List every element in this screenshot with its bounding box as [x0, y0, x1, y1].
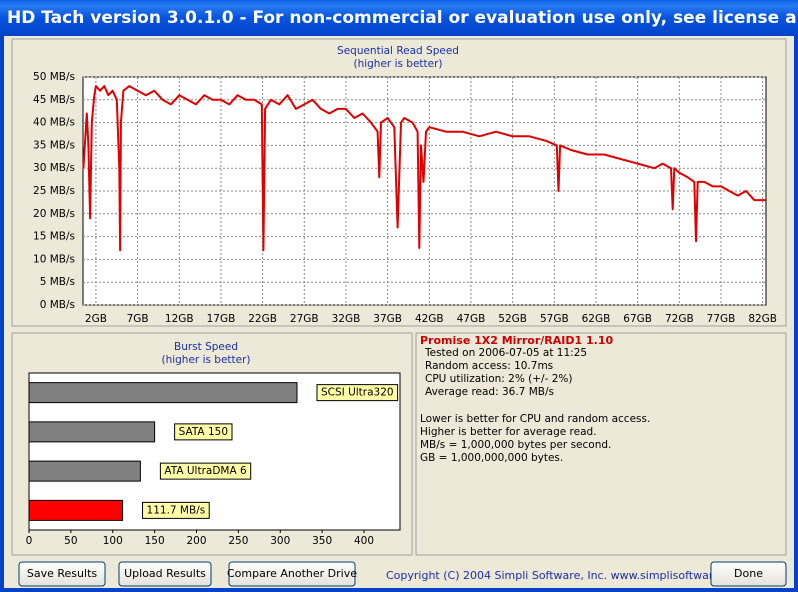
x-tick-label: 350 — [312, 535, 332, 547]
x-tick-label: 400 — [354, 535, 374, 547]
bar — [28, 382, 298, 404]
x-tick-label: 77GB — [707, 313, 736, 325]
read-speed-line — [82, 85, 766, 252]
button[interactable]: Upload Results — [118, 561, 212, 587]
info-note: Lower is better for CPU and random acces… — [420, 413, 650, 425]
x-tick-label: 62GB — [582, 313, 611, 325]
bar — [28, 460, 141, 482]
bar — [28, 421, 156, 443]
button-label: Upload Results — [124, 567, 206, 580]
x-tick-label: 2GB — [85, 313, 107, 325]
info-line: CPU utilization: 2% (+/- 2%) — [425, 373, 572, 385]
bar-label-box — [142, 501, 210, 519]
x-tick-label: 100 — [103, 535, 123, 547]
x-tick-label: 300 — [270, 535, 290, 547]
x-tick-label: 67GB — [623, 313, 652, 325]
x-tick-label: 82GB — [748, 313, 777, 325]
info-panel — [415, 332, 787, 556]
x-tick-label: 27GB — [290, 313, 319, 325]
y-tick-label: 25 MB/s — [33, 185, 75, 197]
x-tick-label: 42GB — [415, 313, 444, 325]
button[interactable]: Save Results — [18, 561, 106, 587]
x-tick-label: 7GB — [127, 313, 149, 325]
x-tick-label: 37GB — [373, 313, 402, 325]
x-tick-label: 72GB — [665, 313, 694, 325]
info-line: Average read: 36.7 MB/s — [425, 386, 554, 398]
button-face — [18, 561, 106, 587]
bar-label-box — [159, 462, 252, 480]
copyright: Copyright (C) 2004 Simpli Software, Inc.… — [386, 569, 747, 582]
info-note: GB = 1,000,000,000 bytes. — [420, 452, 563, 464]
read-subtitle: (higher is better) — [353, 58, 442, 70]
x-tick-label: 57GB — [540, 313, 569, 325]
info-note: Higher is better for average read. — [420, 426, 597, 438]
button-label: Save Results — [27, 567, 97, 580]
bar-label: ATA UltraDMA 6 — [164, 465, 247, 477]
bar-label: SATA 150 — [179, 426, 228, 438]
info-line: Tested on 2006-07-05 at 11:25 — [424, 347, 587, 359]
y-tick-label: 5 MB/s — [40, 276, 75, 288]
bar-label: 111.7 MB/s — [147, 504, 206, 516]
x-tick-label: 47GB — [457, 313, 486, 325]
info-line: Random access: 10.7ms — [425, 360, 553, 372]
button-face — [228, 561, 356, 587]
title-bar — [0, 0, 798, 36]
y-tick-label: 10 MB/s — [33, 253, 75, 265]
y-tick-label: 35 MB/s — [33, 139, 75, 151]
y-tick-label: 45 MB/s — [33, 94, 75, 106]
drive-name: Promise 1X2 Mirror/RAID1 1.10 — [420, 334, 613, 347]
button-face — [710, 561, 787, 587]
x-tick-label: 50 — [64, 535, 77, 547]
y-tick-label: 30 MB/s — [33, 162, 75, 174]
x-tick-label: 52GB — [498, 313, 527, 325]
x-tick-label: 150 — [145, 535, 165, 547]
button[interactable]: Done — [710, 561, 787, 587]
burst-title: Burst Speed — [174, 341, 238, 353]
button-face — [118, 561, 212, 587]
x-tick-label: 0 — [26, 535, 33, 547]
y-tick-label: 50 MB/s — [33, 71, 75, 83]
x-tick-label: 32GB — [332, 313, 361, 325]
x-tick-label: 200 — [186, 535, 206, 547]
bar-label-box — [316, 384, 399, 402]
button[interactable]: Compare Another Drive — [227, 561, 357, 587]
bar — [28, 499, 124, 521]
window-title: HD Tach version 3.0.1.0 - For non-commer… — [7, 8, 798, 28]
bar-label: SCSI Ultra320 — [321, 387, 394, 399]
x-tick-label: 17GB — [207, 313, 236, 325]
bar-label-box — [174, 423, 233, 441]
read-title: Sequential Read Speed — [337, 45, 459, 57]
y-tick-label: 40 MB/s — [33, 117, 75, 129]
button-label: Done — [734, 567, 763, 580]
y-tick-label: 15 MB/s — [33, 231, 75, 243]
burst-subtitle: (higher is better) — [161, 354, 250, 366]
x-tick-label: 250 — [228, 535, 248, 547]
y-tick-label: 20 MB/s — [33, 208, 75, 220]
x-tick-label: 12GB — [165, 313, 194, 325]
y-tick-label: 0 MB/s — [40, 299, 75, 311]
info-note: MB/s = 1,000,000 bytes per second. — [420, 439, 611, 451]
button-label: Compare Another Drive — [227, 567, 357, 580]
x-tick-label: 22GB — [248, 313, 277, 325]
